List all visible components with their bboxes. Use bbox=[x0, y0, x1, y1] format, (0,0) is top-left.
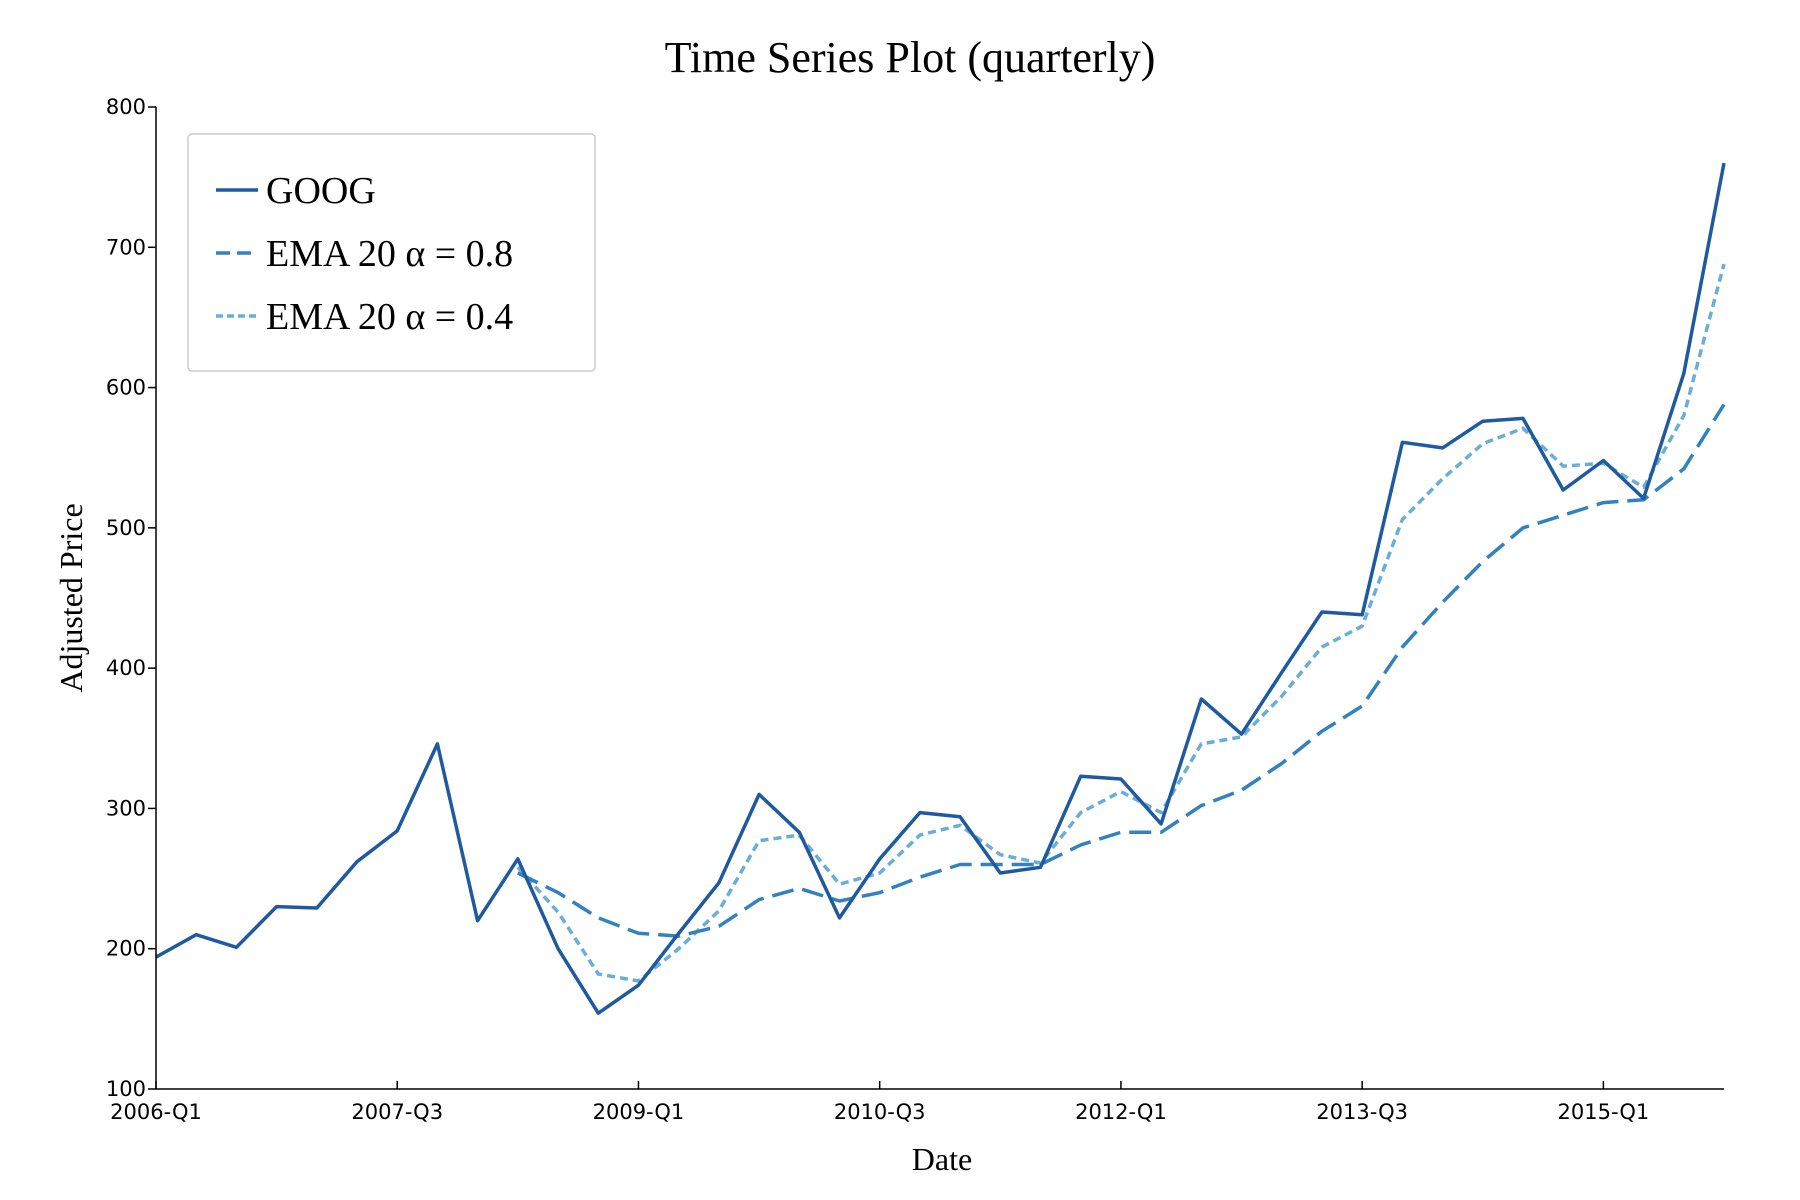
series-line-2 bbox=[516, 263, 1726, 983]
series-line-0 bbox=[155, 162, 1726, 1015]
legend-box bbox=[187, 133, 596, 372]
x-axis-label: Date bbox=[912, 1141, 972, 1177]
legend-label-0: GOOG bbox=[266, 170, 376, 212]
legend-label-1: EMA 20 α = 0.8 bbox=[266, 233, 513, 275]
y-tick-label: 600 bbox=[106, 376, 146, 400]
y-axis-label: Adjusted Price bbox=[53, 503, 89, 692]
legend-label-2: EMA 20 α = 0.4 bbox=[266, 296, 513, 338]
x-tick-label: 2012-Q1 bbox=[1075, 1100, 1167, 1124]
y-axis-ticks: 100 200 300 400 500 600 700 800 bbox=[106, 95, 156, 1101]
y-tick-label: 700 bbox=[106, 235, 146, 259]
series-layer bbox=[155, 162, 1726, 1015]
y-tick-label: 500 bbox=[106, 516, 146, 540]
legend: GOOG EMA 20 α = 0.8 EMA 20 α = 0.4 bbox=[187, 133, 596, 372]
x-tick-label: 2006-Q1 bbox=[110, 1100, 202, 1124]
legend-items: GOOG EMA 20 α = 0.8 EMA 20 α = 0.4 bbox=[216, 170, 513, 338]
chart-title: Time Series Plot (quarterly) bbox=[665, 33, 1156, 82]
x-tick-label: 2009-Q1 bbox=[593, 1100, 685, 1124]
y-tick-label: 200 bbox=[106, 937, 146, 961]
x-tick-label: 2007-Q3 bbox=[351, 1100, 443, 1124]
y-tick-label: 800 bbox=[106, 95, 146, 119]
y-tick-label: 100 bbox=[106, 1077, 146, 1101]
x-tick-label: 2010-Q3 bbox=[834, 1100, 926, 1124]
x-axis-ticks: 2006-Q1 2007-Q3 2009-Q1 2010-Q3 2012-Q1 2013-… bbox=[110, 1081, 1649, 1124]
x-tick-label: 2013-Q3 bbox=[1316, 1100, 1408, 1124]
y-tick-label: 300 bbox=[106, 796, 146, 820]
plot-area bbox=[155, 162, 1726, 1015]
series-line-1 bbox=[517, 403, 1726, 938]
x-tick-label: 2015-Q1 bbox=[1558, 1100, 1650, 1124]
y-tick-label: 400 bbox=[106, 656, 146, 680]
